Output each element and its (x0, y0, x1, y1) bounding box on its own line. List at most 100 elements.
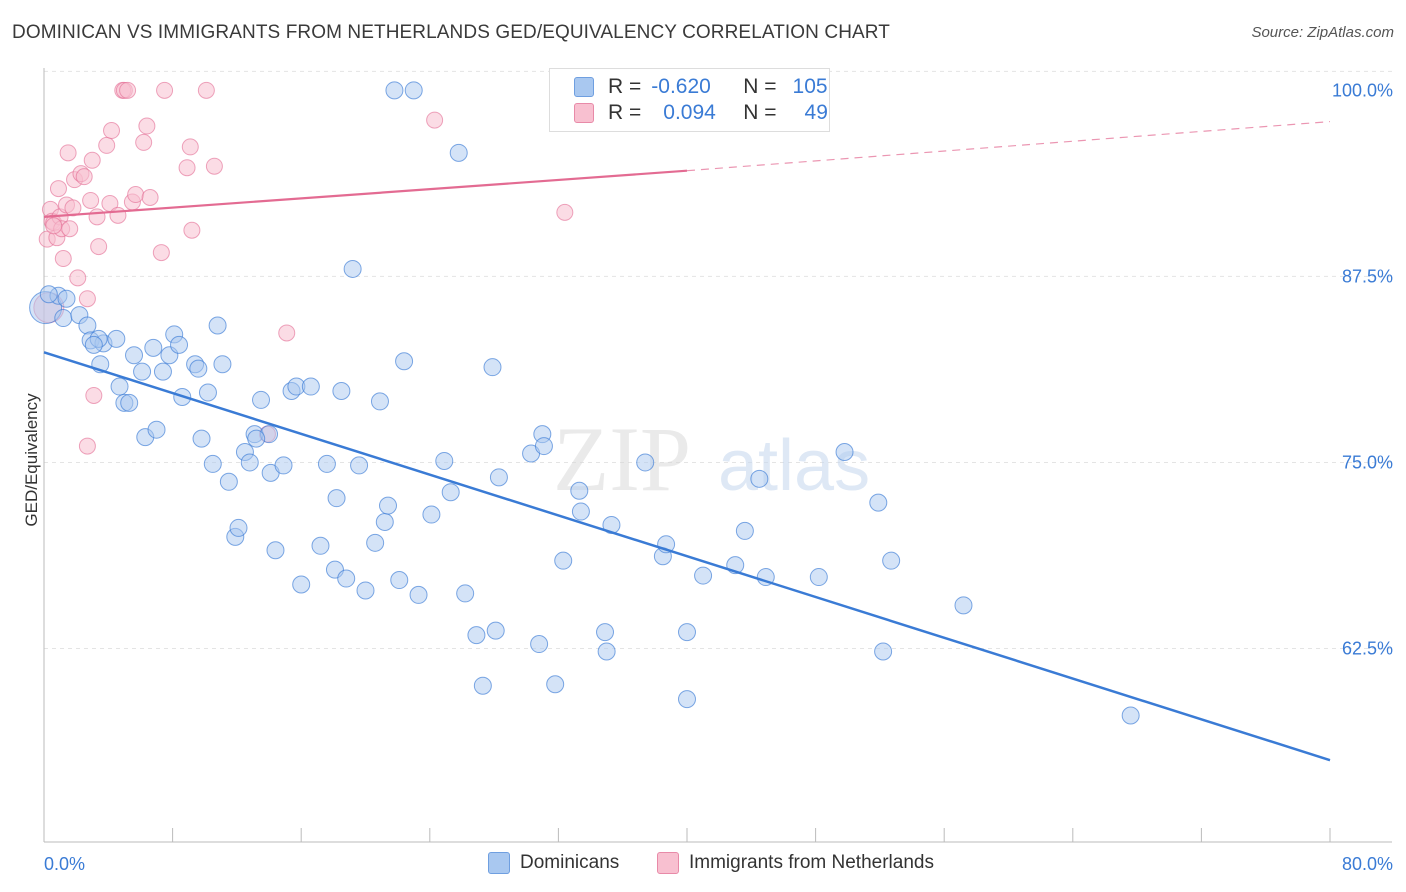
dominican-point (292, 575, 311, 594)
dominican-point (229, 518, 248, 537)
dominican-point (750, 469, 769, 488)
netherlands-point (156, 81, 174, 99)
watermark: ZIP atlas (553, 408, 870, 510)
dominican-point (198, 383, 217, 402)
netherlands-point (54, 250, 72, 268)
netherlands-point (103, 122, 121, 140)
dominican-point (596, 623, 615, 642)
dominican-point (390, 571, 409, 590)
legend-n-value: 105 (792, 75, 828, 98)
dominican-point (147, 420, 166, 439)
dominican-point (311, 536, 330, 555)
dominican-point (678, 623, 696, 642)
y-tick-label: 100.0% (1332, 80, 1393, 100)
dominican-point (489, 468, 508, 487)
legend-r-label: R = (608, 75, 642, 98)
dominican-point (546, 675, 565, 694)
legend-n-value: 49 (804, 101, 828, 124)
dominican-point (409, 585, 428, 604)
netherlands-point (127, 186, 145, 204)
netherlands-point (181, 138, 199, 156)
dominican-point (84, 335, 103, 354)
dominican-point (375, 512, 394, 531)
dominican-point (597, 642, 616, 661)
legend-r-value: 0.094 (663, 101, 716, 124)
correlation-legend: R = -0.620 N = 105 R = 0.094 N = 49 (549, 68, 830, 132)
y-tick-labels: 100.0% 87.5% 75.0% 62.5% (1332, 80, 1393, 658)
x-tick-label: 0.0% (44, 854, 85, 874)
netherlands-point (109, 206, 127, 224)
legend-n-label: N = (743, 75, 777, 98)
source-label: Source: ZipAtlas.com (1251, 24, 1394, 41)
netherlands-point (83, 151, 101, 169)
dominican-point (570, 481, 589, 500)
dominican-point (219, 472, 238, 491)
dominican-point (274, 456, 293, 475)
dominican-point (252, 390, 271, 409)
watermark-atlas: atlas (718, 426, 870, 506)
bottom-legend-netherlands: Immigrants from Netherlands (657, 852, 934, 874)
y-tick-label: 62.5% (1342, 639, 1393, 659)
dominican-point (327, 489, 346, 508)
netherlands-point (88, 208, 106, 226)
dominican-point (554, 551, 573, 570)
netherlands-point (278, 324, 296, 342)
dominican-point (467, 626, 486, 645)
dominican-point (144, 338, 163, 357)
netherlands-point (61, 220, 79, 238)
dominican-point (337, 569, 356, 588)
dominicans-trend-line (43, 351, 1331, 762)
netherlands-point (119, 81, 137, 99)
bottom-legend-label: Immigrants from Netherlands (689, 852, 934, 873)
netherlands-point (59, 144, 77, 162)
dominican-point (636, 453, 655, 472)
dominican-point (385, 81, 404, 100)
netherlands-point (78, 437, 96, 455)
netherlands-point (75, 168, 93, 186)
dominican-point (370, 392, 389, 411)
x-tick-labels: 0.0% 80.0% (44, 854, 1393, 874)
netherlands-point (138, 117, 156, 135)
y-tick-label: 87.5% (1342, 266, 1393, 286)
dominican-point (350, 456, 369, 475)
dominican-point (343, 259, 362, 278)
netherlands-point (197, 81, 215, 99)
axes (43, 68, 1392, 843)
dominican-point (208, 316, 227, 335)
dominican-point (404, 81, 423, 100)
dominican-point (869, 493, 888, 512)
dominican-point (473, 676, 492, 695)
dominican-point (203, 454, 222, 473)
dominican-point (1121, 706, 1140, 725)
dominican-point (735, 521, 754, 540)
y-axis-title: GED/Equivalency (22, 393, 41, 527)
dominican-point (534, 437, 553, 456)
dominican-point (317, 454, 336, 473)
legend-n-label: N = (743, 101, 777, 124)
bottom-legend-swatch-blue (488, 852, 510, 874)
chart-title: DOMINICAN VS IMMIGRANTS FROM NETHERLANDS… (12, 22, 890, 43)
dominican-point (530, 635, 549, 654)
dominican-point (57, 289, 76, 308)
dominican-point (153, 362, 172, 381)
bottom-legend-swatch-pink (657, 852, 679, 874)
legend-row-netherlands: R = 0.094 N = 49 (574, 101, 828, 125)
dominican-point (107, 329, 126, 348)
legend-swatch-pink (574, 103, 594, 123)
dominican-point (78, 316, 97, 335)
netherlands-point (205, 157, 223, 175)
dominican-point (456, 584, 475, 603)
netherlands-point (78, 290, 96, 308)
netherlands-point (183, 221, 201, 239)
dominican-point (54, 309, 73, 328)
netherlands-point (85, 386, 103, 404)
dominican-point (266, 541, 285, 560)
netherlands-point (556, 203, 574, 221)
netherlands-point (141, 188, 159, 206)
gridlines (44, 70, 1392, 649)
dominican-point (110, 377, 129, 396)
dominican-point (486, 621, 505, 640)
netherlands-trend-line (43, 169, 688, 218)
netherlands-point (178, 159, 196, 177)
